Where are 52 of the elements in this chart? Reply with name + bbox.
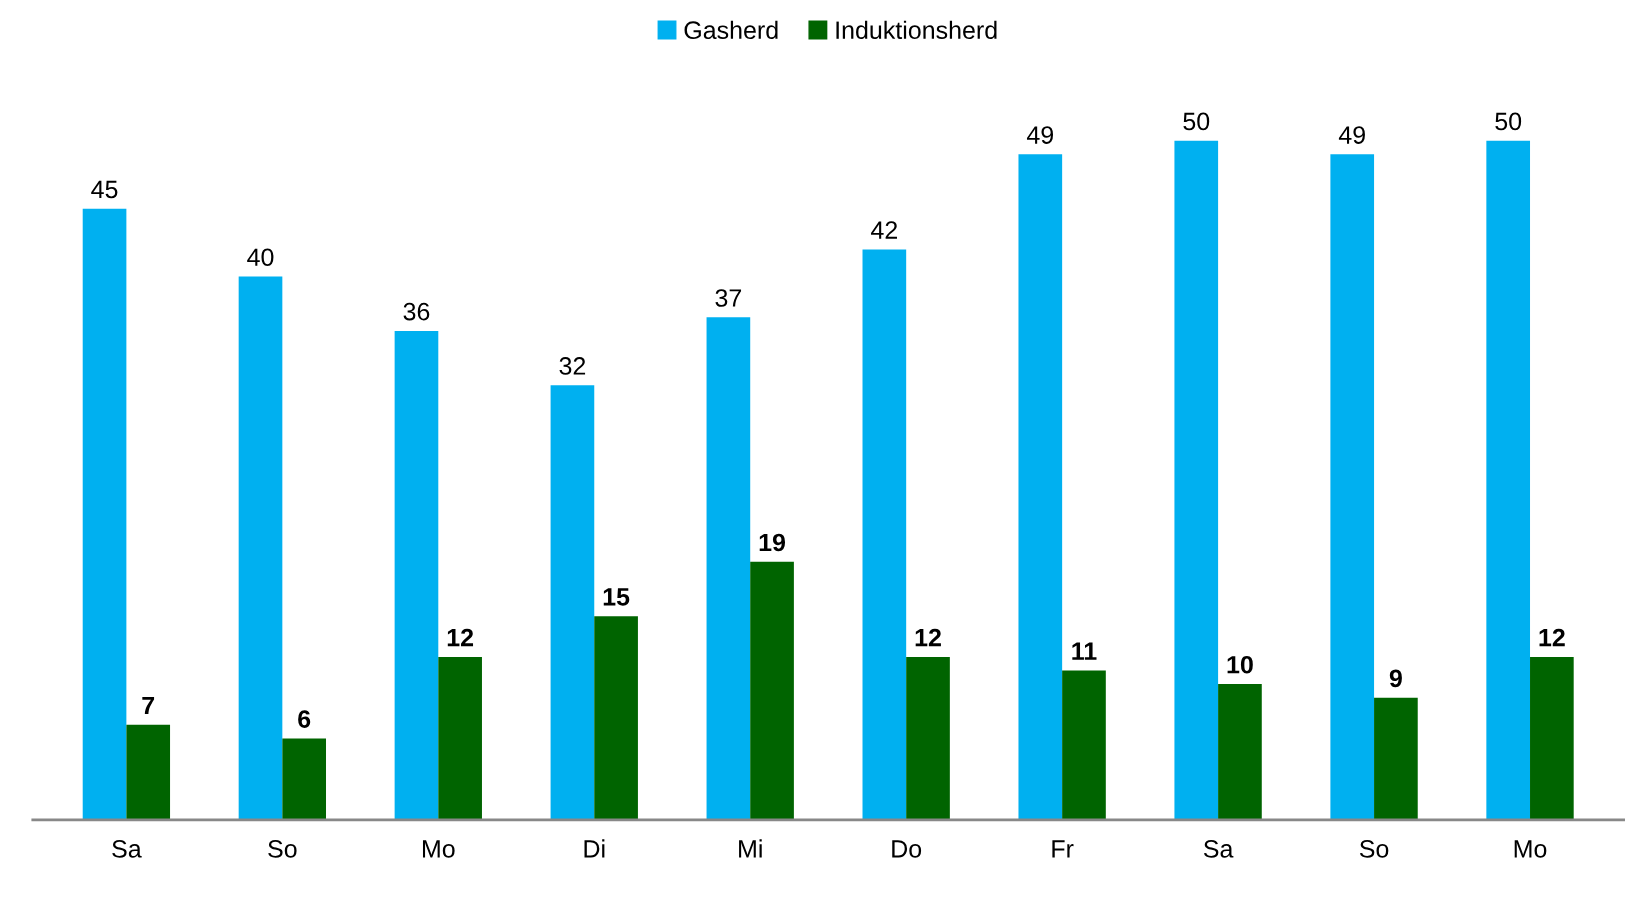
bar [1218,684,1262,820]
bar [550,385,595,820]
data-label: 19 [759,533,786,552]
x-tick-label: Mi [739,839,762,858]
x-tick-label: Sa [1203,840,1234,858]
data-label: 32 [559,357,586,375]
bar [1486,140,1531,820]
data-label: 37 [715,289,742,307]
x-tick-label: Do [892,840,922,858]
data-label: 11 [1072,642,1097,660]
bar [1330,154,1375,820]
data-label: 12 [915,628,941,647]
data-label: 40 [247,248,274,267]
data-label: 50 [1183,112,1210,131]
data-label: 50 [1495,112,1522,131]
data-label: 6 [298,710,311,728]
bar [126,724,171,820]
bar [1374,697,1418,820]
data-label: 42 [871,221,897,239]
data-label: 7 [142,696,155,715]
data-label: 10 [1227,655,1253,674]
data-label: 36 [403,302,430,321]
data-label: 15 [603,588,630,606]
bar [594,616,638,820]
bar [906,656,950,820]
bar [282,738,327,820]
data-label: 49 [1026,126,1054,144]
data-label: 12 [447,628,474,647]
bar [1530,656,1574,820]
x-tick-label: Mo [422,840,455,858]
bar [706,317,751,820]
x-tick-label: Fr [1052,840,1074,858]
data-label: 9 [1389,669,1402,688]
bar [82,208,127,820]
bar [1174,140,1219,820]
bar [1018,154,1063,820]
legend-label: Gasherd [684,20,778,40]
x-tick-label: So [1359,840,1389,858]
bar [438,656,482,820]
bar [238,276,283,820]
x-tick-label: Sa [112,840,142,858]
x-tick-label: Di [584,839,605,858]
bar [862,249,907,820]
x-tick-label: Mo [1514,840,1547,858]
x-tick-label: So [268,840,297,858]
data-label: 12 [1539,628,1565,647]
bar [750,561,794,820]
bar [394,330,439,820]
data-label: 45 [91,180,118,199]
bar [1062,670,1106,820]
data-label: 49 [1338,126,1365,144]
legend-label: Induktionsherd [836,20,997,40]
